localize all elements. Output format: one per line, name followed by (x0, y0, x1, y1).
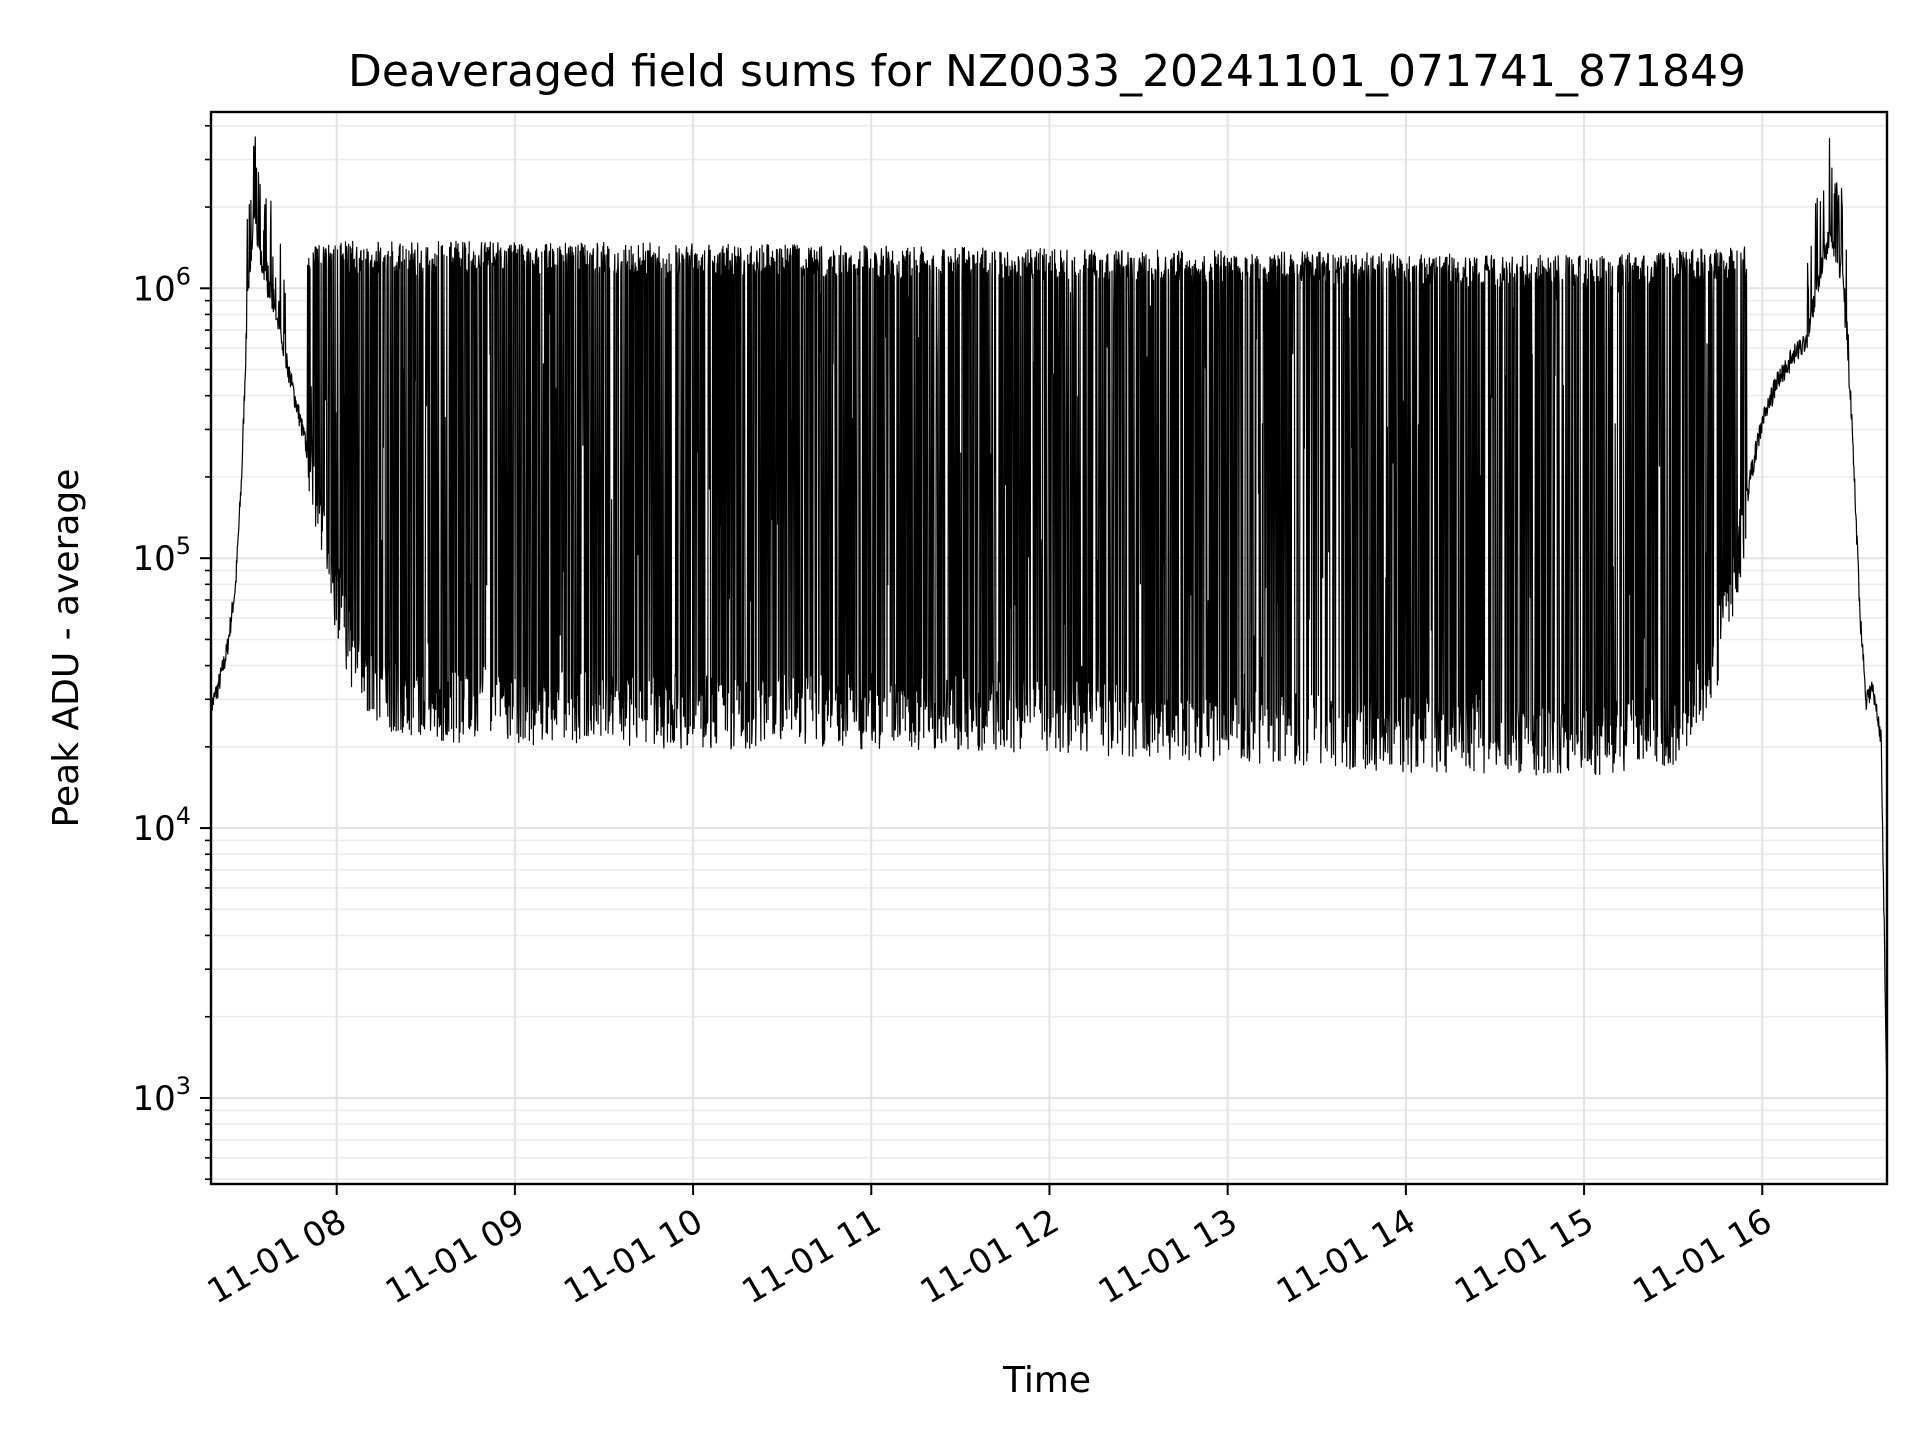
y-tick-label: 105 (132, 532, 191, 579)
chart-title: Deaveraged field sums for NZ0033_2024110… (348, 46, 1746, 97)
y-axis-label: Peak ADU - average (46, 469, 87, 828)
y-tick-label: 104 (132, 802, 191, 849)
y-tick-label: 106 (132, 262, 191, 309)
y-tick-label: 103 (132, 1072, 191, 1119)
x-axis-label: Time (1002, 1360, 1091, 1401)
series-line (210, 136, 1888, 1107)
y-axis: 103 104 105 106 (132, 125, 211, 1181)
series-line-group (210, 136, 1888, 1107)
